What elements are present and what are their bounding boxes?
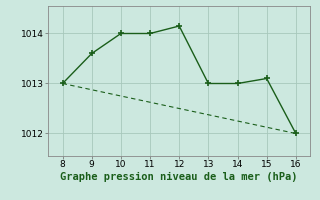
X-axis label: Graphe pression niveau de la mer (hPa): Graphe pression niveau de la mer (hPa) (60, 172, 298, 182)
